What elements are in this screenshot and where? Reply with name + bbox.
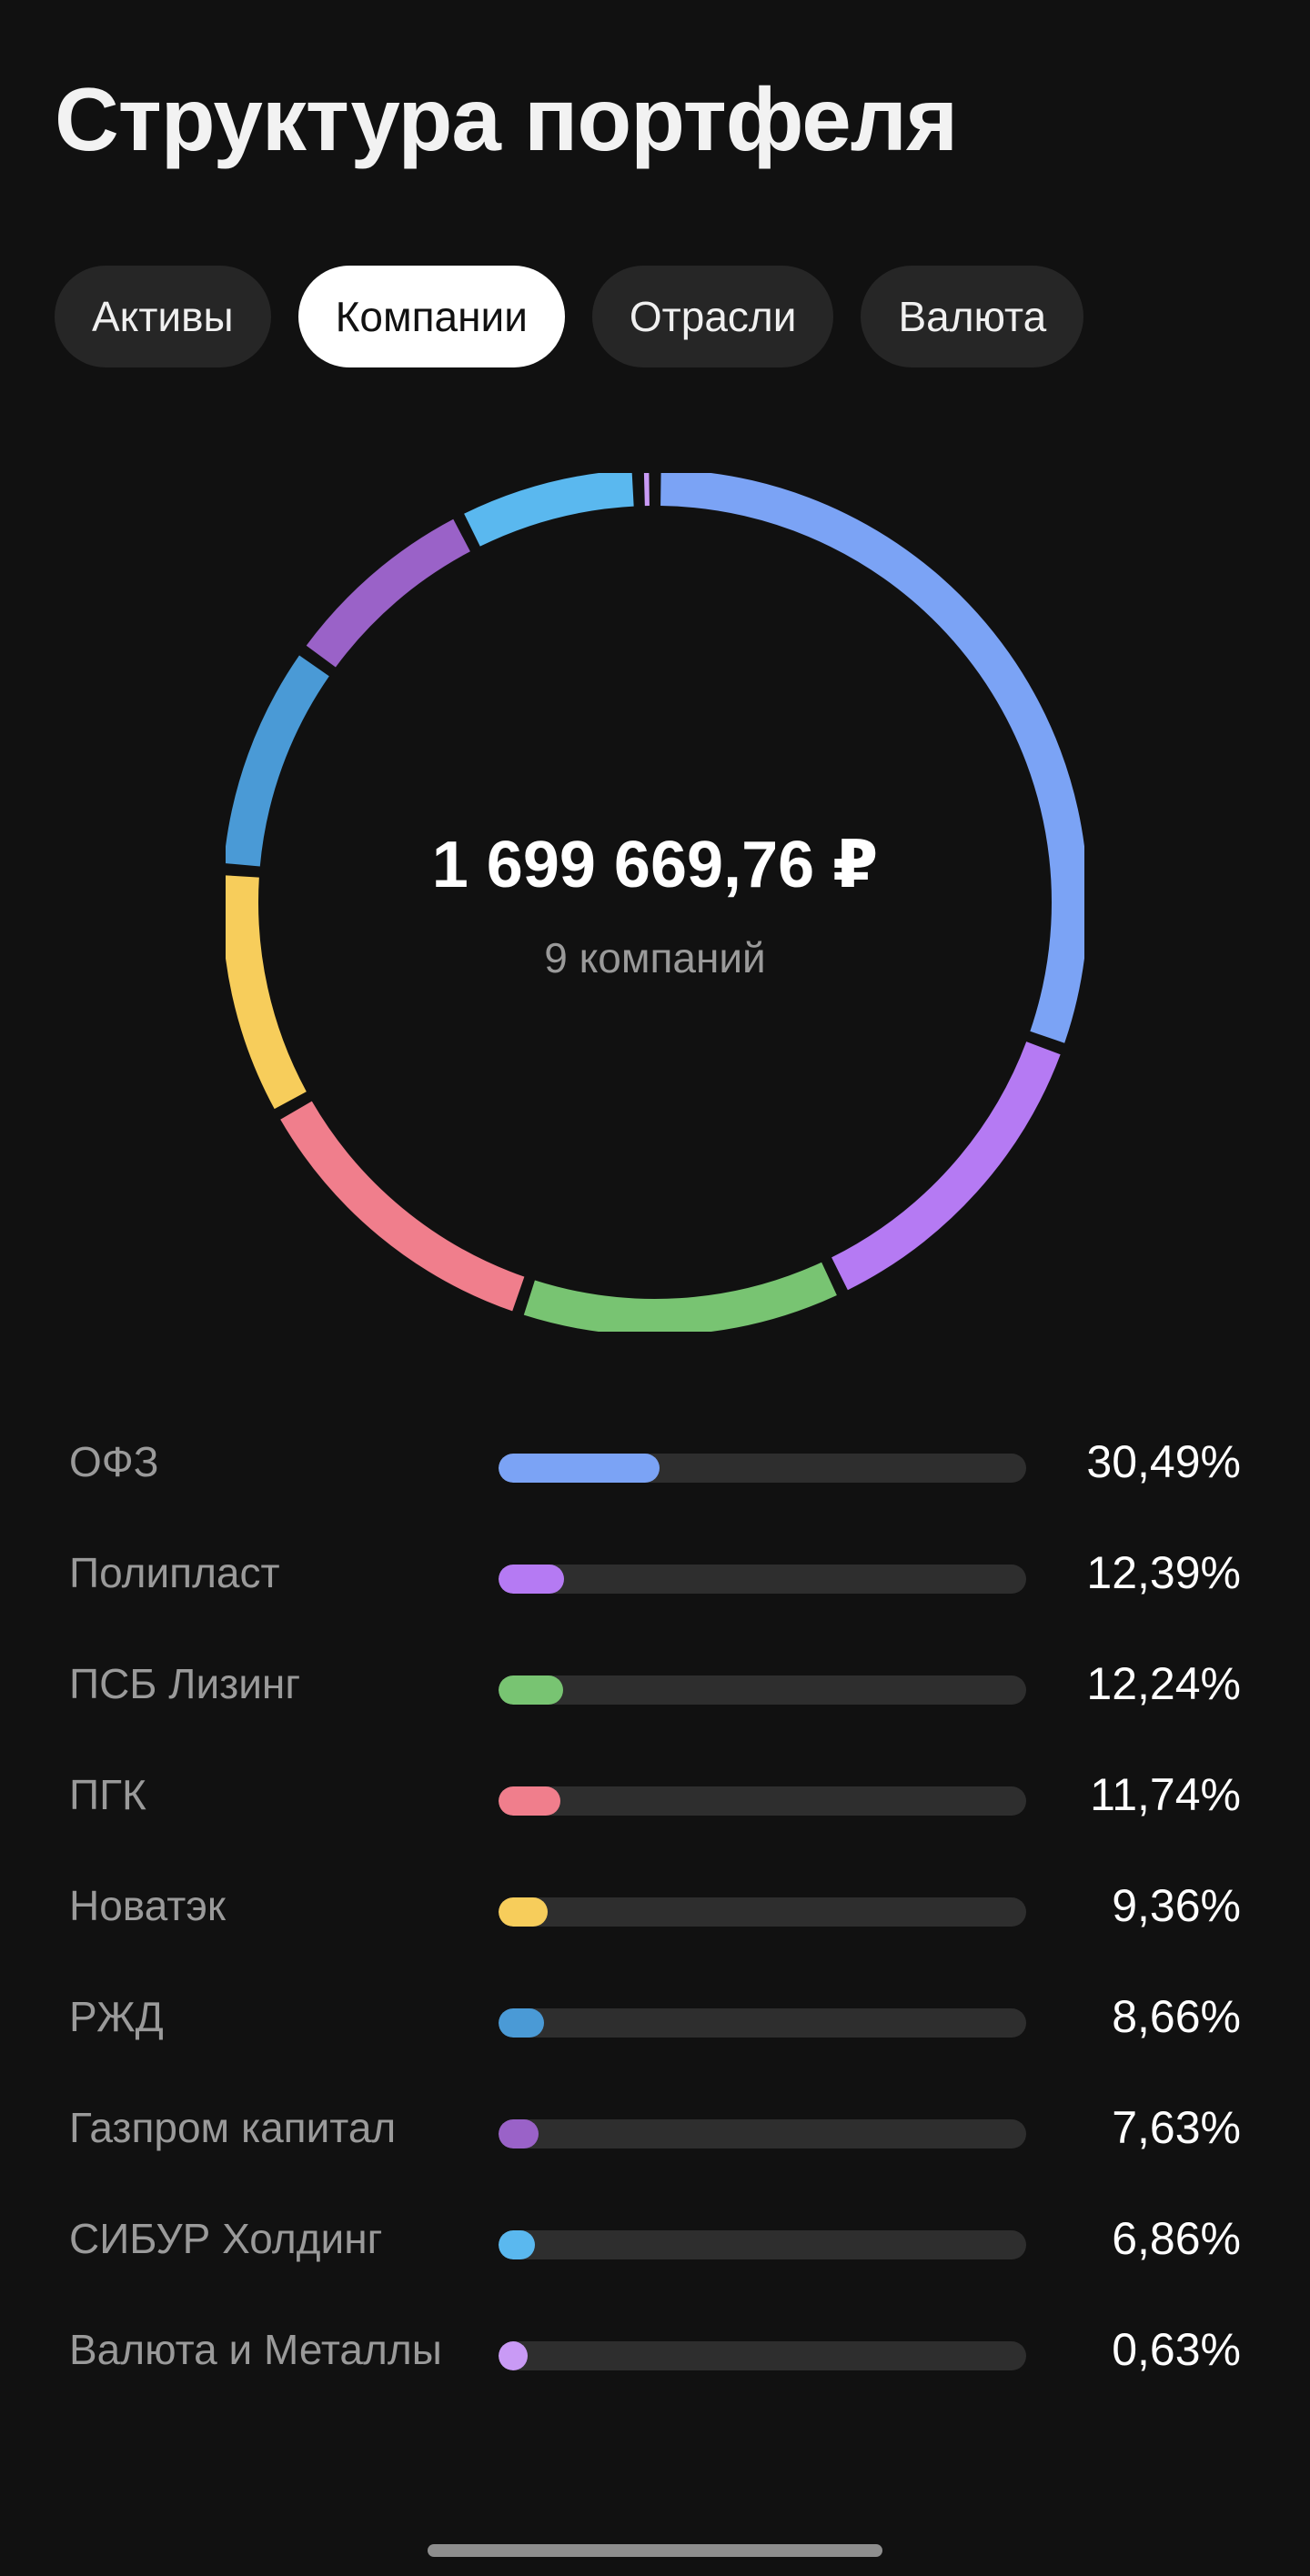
company-row[interactable]: ПСБ Лизинг 12,24%	[0, 1635, 1310, 1746]
company-share-percent: 6,86%	[1112, 2213, 1241, 2264]
donut-svg	[226, 473, 1084, 1332]
company-row[interactable]: ОФЗ 30,49%	[0, 1414, 1310, 1524]
share-bar-track	[499, 1897, 1026, 1927]
donut-segment-5[interactable]	[226, 875, 307, 1110]
share-bar-track	[499, 1565, 1026, 1594]
share-bar-track	[499, 1454, 1026, 1483]
portfolio-total: 1 699 669,76 ₽	[431, 829, 879, 901]
company-name: ОФЗ	[69, 1438, 159, 1485]
donut-segment-7[interactable]	[306, 518, 471, 668]
share-bar-fill	[499, 1786, 561, 1816]
share-bar-track	[499, 2230, 1026, 2259]
page-title: Структура портфеля	[55, 69, 958, 169]
tab-assets[interactable]: Активы	[55, 266, 271, 367]
share-bar-fill	[499, 2230, 535, 2259]
share-bar-track	[499, 1786, 1026, 1816]
tab-sectors[interactable]: Отрасли	[591, 266, 834, 367]
company-share-percent: 12,39%	[1086, 1547, 1241, 1598]
tab-companies[interactable]: Компании	[297, 266, 565, 367]
company-name: ПГК	[69, 1771, 146, 1818]
share-bar-fill	[499, 2341, 528, 2370]
companies-count: 9 компаний	[544, 934, 766, 981]
tab-bar: Активы Компании Отрасли Валюта	[55, 266, 1084, 367]
company-name: Валюта и Металлы	[69, 2326, 442, 2373]
company-row[interactable]: СИБУР Холдинг 6,86%	[0, 2190, 1310, 2301]
company-row[interactable]: Газпром капитал 7,63%	[0, 2079, 1310, 2190]
companies-list: ОФЗ 30,49% Полипласт 12,39% ПСБ Лизинг 12,24%…	[0, 1414, 1310, 2412]
share-bar-track	[499, 1675, 1026, 1705]
donut-segment-1[interactable]	[660, 473, 1084, 1043]
company-row[interactable]: РЖД 8,66%	[0, 1968, 1310, 2079]
company-name: Полипласт	[69, 1549, 280, 1596]
share-bar-fill	[499, 1897, 549, 1927]
tab-currency[interactable]: Валюта	[861, 266, 1084, 367]
share-bar-track	[499, 2119, 1026, 2148]
donut-segment-4[interactable]	[280, 1101, 525, 1312]
share-bar-fill	[499, 1565, 564, 1594]
share-bar-fill	[499, 1675, 563, 1705]
company-share-percent: 12,24%	[1086, 1658, 1241, 1709]
donut-segment-6[interactable]	[226, 655, 329, 867]
company-name: Газпром капитал	[69, 2104, 397, 2151]
donut-segment-8[interactable]	[464, 473, 634, 547]
company-row[interactable]: ПГК 11,74%	[0, 1746, 1310, 1857]
company-name: СИБУР Холдинг	[69, 2215, 383, 2262]
donut-segment-2[interactable]	[831, 1041, 1061, 1291]
company-share-percent: 11,74%	[1090, 1769, 1241, 1820]
home-indicator[interactable]	[428, 2544, 882, 2557]
company-share-percent: 30,49%	[1086, 1436, 1241, 1487]
share-bar-fill	[499, 2119, 539, 2148]
company-name: Новатэк	[69, 1882, 226, 1929]
company-name: ПСБ Лизинг	[69, 1660, 301, 1707]
company-share-percent: 0,63%	[1112, 2324, 1241, 2375]
share-bar-fill	[499, 1454, 660, 1483]
company-name: РЖД	[69, 1993, 164, 2040]
company-row[interactable]: Полипласт 12,39%	[0, 1524, 1310, 1635]
company-share-percent: 9,36%	[1112, 1880, 1241, 1931]
share-bar-fill	[499, 2008, 545, 2038]
company-row[interactable]: Валюта и Металлы 0,63%	[0, 2301, 1310, 2412]
donut-segment-3[interactable]	[523, 1262, 837, 1332]
company-share-percent: 7,63%	[1112, 2102, 1241, 2153]
donut-chart: 1 699 669,76 ₽ 9 компаний	[226, 473, 1084, 1332]
company-row[interactable]: Новатэк 9,36%	[0, 1857, 1310, 1968]
share-bar-track	[499, 2008, 1026, 2038]
company-share-percent: 8,66%	[1112, 1991, 1241, 2042]
share-bar-track	[499, 2341, 1026, 2370]
